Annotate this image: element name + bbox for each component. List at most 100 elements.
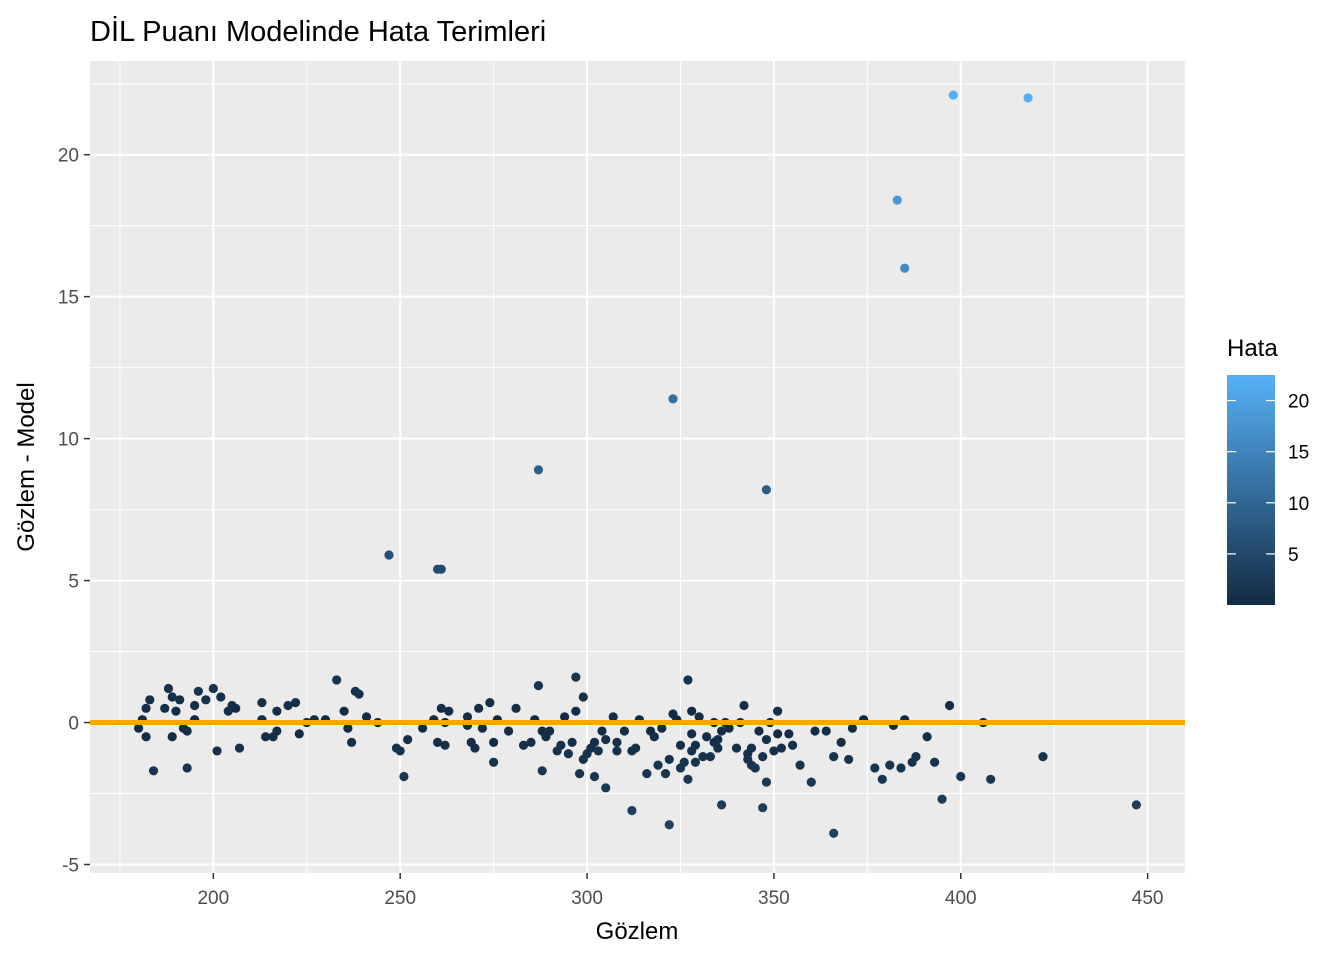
data-point: [234, 743, 245, 753]
data-point: [870, 763, 880, 773]
data-point: [231, 703, 241, 713]
data-point: [836, 737, 846, 747]
data-points: [133, 90, 1142, 838]
data-point: [283, 700, 293, 711]
data-point: [601, 783, 611, 793]
data-point: [593, 746, 603, 756]
minor-gridlines: [90, 61, 1185, 873]
data-point: [444, 706, 454, 716]
data-point: [589, 737, 600, 747]
data-point: [986, 774, 996, 784]
x-tick-label: 350: [758, 888, 790, 909]
data-point: [761, 777, 772, 787]
data-point: [687, 706, 697, 716]
data-point: [160, 703, 170, 713]
y-tick-label: -5: [62, 855, 79, 876]
data-point: [900, 263, 910, 273]
data-point: [642, 769, 652, 779]
x-tick-label: 450: [1132, 888, 1164, 909]
data-point: [754, 726, 764, 736]
data-point: [589, 771, 600, 782]
data-point: [261, 732, 271, 742]
data-point: [612, 737, 622, 747]
data-point: [716, 800, 727, 810]
data-point: [713, 743, 723, 753]
data-point: [477, 723, 488, 733]
y-tick-label: 0: [68, 714, 79, 735]
data-point: [141, 732, 151, 742]
y-axis-title: Gözlem - Model: [13, 382, 40, 551]
data-point: [705, 751, 715, 762]
data-point: [675, 740, 686, 750]
data-point: [384, 550, 394, 560]
data-point: [537, 766, 547, 776]
data-point: [750, 763, 760, 773]
legend-tick-label: 10: [1288, 494, 1309, 515]
data-point: [518, 740, 529, 750]
legend-tick-label: 5: [1288, 545, 1299, 566]
data-point: [1023, 93, 1033, 103]
data-point: [133, 723, 144, 733]
data-point: [354, 689, 364, 699]
data-point: [418, 723, 428, 733]
data-point: [773, 729, 783, 739]
data-point: [571, 672, 581, 682]
data-point: [290, 698, 301, 708]
data-point: [257, 698, 267, 708]
data-point: [627, 805, 637, 816]
data-point: [829, 828, 839, 838]
data-point: [758, 751, 768, 762]
data-point: [784, 729, 794, 739]
x-axis-title: Gözlem: [596, 918, 679, 945]
data-point: [556, 740, 566, 750]
x-tick-label: 250: [384, 888, 416, 909]
data-point: [272, 726, 282, 736]
data-point: [533, 681, 544, 691]
data-point: [148, 766, 159, 776]
data-point: [769, 746, 779, 756]
data-point: [440, 740, 450, 750]
data-point: [683, 675, 693, 685]
data-point: [776, 743, 786, 753]
data-point: [272, 706, 282, 716]
data-point: [885, 760, 895, 770]
data-point: [746, 743, 757, 753]
y-tick-label: 5: [68, 572, 79, 593]
color-legend: Hata 5 10 15 20: [1227, 335, 1309, 605]
data-point: [560, 712, 570, 722]
data-point: [810, 726, 820, 736]
data-point: [511, 703, 521, 713]
data-point: [432, 737, 443, 747]
data-point: [930, 757, 940, 767]
data-point: [922, 732, 932, 742]
data-point: [619, 726, 630, 736]
legend-tick-label: 15: [1288, 443, 1309, 464]
data-point: [563, 749, 573, 759]
data-point: [578, 692, 588, 702]
data-point: [399, 771, 409, 782]
data-point: [145, 695, 155, 705]
data-point: [911, 751, 921, 762]
data-point: [216, 692, 226, 702]
data-point: [660, 769, 671, 779]
data-point: [731, 743, 742, 753]
y-tick-label: 20: [58, 146, 79, 167]
legend-tick-label: 20: [1288, 392, 1309, 413]
data-point: [571, 706, 581, 716]
data-point: [436, 703, 446, 713]
data-point: [698, 751, 708, 762]
data-point: [208, 683, 218, 694]
data-point: [403, 734, 413, 745]
data-point: [474, 703, 484, 713]
data-point: [436, 564, 446, 574]
data-point: [462, 712, 473, 722]
data-point: [503, 726, 514, 736]
data-point: [829, 751, 839, 762]
data-point: [683, 774, 693, 784]
data-point: [193, 686, 203, 696]
data-point: [343, 723, 353, 733]
x-axis-ticks: 200 250 300 350 400 450: [197, 873, 1163, 909]
data-point: [795, 760, 805, 770]
data-point: [470, 743, 480, 753]
